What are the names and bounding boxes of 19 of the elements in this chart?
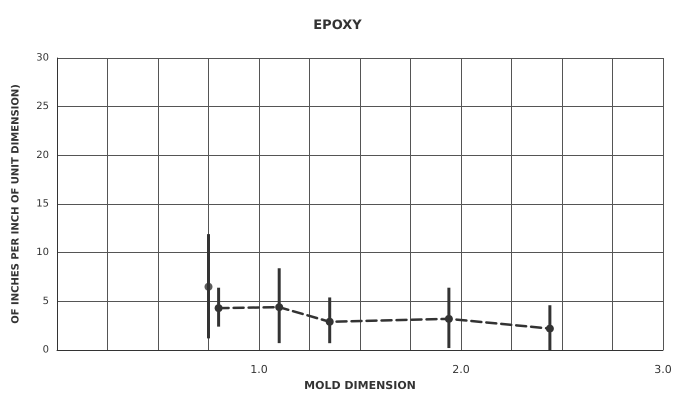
point <box>326 318 334 326</box>
point <box>546 324 554 333</box>
y-tick-label: 20 <box>36 150 49 161</box>
point <box>214 304 223 312</box>
y-axis-title: OF INCHES PER INCH OF UNIT DIMENSION) <box>10 84 22 324</box>
y-tick-label: 0 <box>42 344 49 356</box>
chart-title: EPOXY <box>313 18 362 33</box>
y-tick-label: 10 <box>36 247 49 258</box>
point <box>444 314 453 323</box>
x-tick-label: 2.0 <box>452 363 470 376</box>
point <box>204 282 212 291</box>
x-tick-label: 3.0 <box>654 363 672 376</box>
y-tick-label: 25 <box>36 101 49 112</box>
y-tick-label: 5 <box>42 296 49 307</box>
y-tick-label: 15 <box>36 198 49 210</box>
y-tick-label: 30 <box>36 52 49 64</box>
x-axis-title: MOLD DIMENSION <box>304 379 416 392</box>
point <box>275 303 284 312</box>
x-tick-label: 1.0 <box>250 363 268 376</box>
